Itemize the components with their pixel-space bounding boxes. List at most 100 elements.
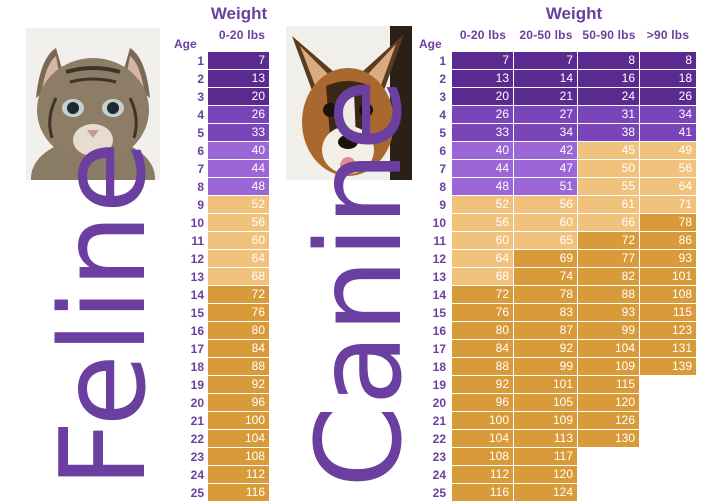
canine-table-cell: 34 — [514, 124, 578, 142]
canine-table-row: 13 14 16 18 — [452, 70, 697, 88]
canine-table-cell: 86 — [640, 232, 697, 250]
canine-table-cell: 34 — [640, 106, 697, 124]
canine-weight-title: Weight — [545, 4, 603, 23]
canine-table-row: 40 42 45 49 — [452, 142, 697, 160]
canine-table-cell: 56 — [514, 196, 578, 214]
canine-table-row: 88 99 109 139 — [452, 358, 697, 376]
feline-table-cell: 48 — [208, 178, 270, 196]
feline-table-row: 26 — [208, 106, 270, 124]
canine-table-row: 44 47 50 56 — [452, 160, 697, 178]
canine-table-cell: 108 — [452, 448, 514, 466]
feline-table-row: 112 — [208, 466, 270, 484]
feline-table: 7 13 20 26 33 40 44 48 52 56 60 64 68 72 76 80 84 88 92 96 1… — [208, 52, 270, 502]
feline-age-label: 13 — [190, 270, 204, 284]
canine-table-cell — [640, 430, 697, 448]
canine-age-label: 11 — [433, 234, 446, 248]
canine-age-label: 19 — [432, 378, 446, 392]
canine-table-cell: 99 — [514, 358, 578, 376]
canine-table-cell: 31 — [578, 106, 640, 124]
canine-table-cell: 52 — [452, 196, 514, 214]
canine-table-row: 60 65 72 86 — [452, 232, 697, 250]
canine-table-cell: 33 — [452, 124, 514, 142]
canine-table-cell: 78 — [640, 214, 697, 232]
feline-table-row: 92 — [208, 376, 270, 394]
canine-table-cell: 77 — [578, 250, 640, 268]
feline-age-label: 10 — [190, 216, 204, 230]
feline-age-label: 25 — [190, 486, 204, 500]
canine-table-cell: 55 — [578, 178, 640, 196]
canine-range-header-4: >90 lbs — [646, 28, 690, 42]
canine-table-cell: 84 — [452, 340, 514, 358]
feline-table-cell: 26 — [208, 106, 270, 124]
canine-table-cell: 60 — [514, 214, 578, 232]
canine-table-row: 80 87 99 123 — [452, 322, 697, 340]
feline-age-label: 6 — [197, 144, 204, 158]
feline-table-row: 64 — [208, 250, 270, 268]
canine-table-cell: 120 — [514, 466, 578, 484]
canine-table-cell: 61 — [578, 196, 640, 214]
canine-table-cell: 45 — [578, 142, 640, 160]
feline-table-cell: 64 — [208, 250, 270, 268]
canine-table-cell: 120 — [578, 394, 640, 412]
feline-age-label: 15 — [190, 306, 204, 320]
feline-table-row: 7 — [208, 52, 270, 70]
feline-age-label: 23 — [190, 450, 204, 464]
feline-table-cell: 76 — [208, 304, 270, 322]
feline-age-label: 5 — [197, 126, 204, 140]
feline-table-cell: 100 — [208, 412, 270, 430]
feline-table-cell: 68 — [208, 268, 270, 286]
feline-title: Feline — [34, 141, 172, 488]
feline-table-row: 72 — [208, 286, 270, 304]
canine-range-header-2: 20-50 lbs — [519, 28, 573, 42]
feline-age-label: 3 — [197, 90, 204, 104]
feline-table-row: 104 — [208, 430, 270, 448]
canine-age-label: 8 — [439, 180, 446, 194]
canine-table-row: 100 109 126 — [452, 412, 697, 430]
canine-table-cell: 26 — [640, 88, 697, 106]
feline-table-row: 84 — [208, 340, 270, 358]
canine-table-cell: 83 — [514, 304, 578, 322]
feline-table-cell: 84 — [208, 340, 270, 358]
feline-age-label: 4 — [197, 108, 204, 122]
canine-age-label: 3 — [439, 90, 446, 104]
canine-table-cell — [640, 484, 697, 502]
canine-table-row: 33 34 38 41 — [452, 124, 697, 142]
canine-table-row: 64 69 77 93 — [452, 250, 697, 268]
canine-range-header-3: 50-90 lbs — [582, 28, 636, 42]
feline-table-cell: 40 — [208, 142, 270, 160]
feline-table-cell: 80 — [208, 322, 270, 340]
canine-table-cell: 93 — [578, 304, 640, 322]
canine-age-label: 14 — [432, 288, 446, 302]
feline-age-label: 11 — [191, 234, 204, 248]
canine-table-cell: 69 — [514, 250, 578, 268]
canine-table-cell: 21 — [514, 88, 578, 106]
canine-table-row: 92 101 115 — [452, 376, 697, 394]
feline-table-cell: 56 — [208, 214, 270, 232]
feline-table-cell: 13 — [208, 70, 270, 88]
canine-table-cell: 74 — [514, 268, 578, 286]
canine-table-row: 48 51 55 64 — [452, 178, 697, 196]
canine-table-cell: 96 — [452, 394, 514, 412]
canine-table-cell: 56 — [452, 214, 514, 232]
feline-age-label: 12 — [190, 252, 204, 266]
canine-age-label: 1 — [439, 54, 446, 68]
canine-table-cell: 44 — [452, 160, 514, 178]
feline-age-label: 22 — [190, 432, 204, 446]
feline-table-cell: 20 — [208, 88, 270, 106]
feline-age-label: 14 — [190, 288, 204, 302]
canine-table-cell — [640, 376, 697, 394]
canine-range-header-1: 0-20 lbs — [459, 28, 507, 42]
canine-table-cell: 139 — [640, 358, 697, 376]
canine-age-label: 5 — [439, 126, 446, 140]
canine-table-cell: 20 — [452, 88, 514, 106]
feline-age-label: 1 — [197, 54, 204, 68]
canine-table-cell — [578, 484, 640, 502]
feline-table-cell: 33 — [208, 124, 270, 142]
feline-age-label: 2 — [197, 72, 204, 86]
canine-table-row: 116 124 — [452, 484, 697, 502]
canine-table-cell: 13 — [452, 70, 514, 88]
dog-photo — [286, 26, 412, 180]
canine-table-cell: 88 — [578, 286, 640, 304]
canine-table-cell: 112 — [452, 466, 514, 484]
canine-title: Canine — [290, 78, 428, 488]
